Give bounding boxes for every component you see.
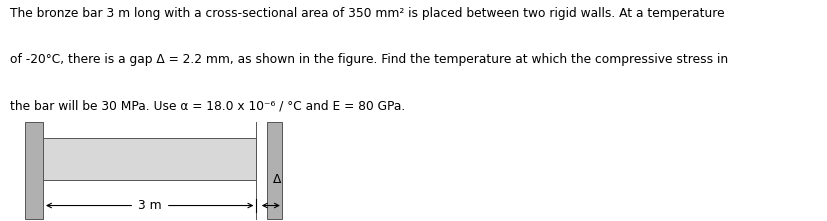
Bar (25, 122, 43, 219)
Text: 3 m: 3 m (138, 199, 161, 212)
Text: The bronze bar 3 m long with a cross-sectional area of 350 mm² is placed between: The bronze bar 3 m long with a cross-sec… (10, 7, 724, 20)
Bar (267, 122, 282, 219)
Text: of -20°C, there is a gap Δ = 2.2 mm, as shown in the figure. Find the temperatur: of -20°C, there is a gap Δ = 2.2 mm, as … (10, 53, 728, 66)
Bar (43, 138, 256, 180)
Text: the bar will be 30 MPa. Use α = 18.0 x 10⁻⁶ / °C and E = 80 GPa.: the bar will be 30 MPa. Use α = 18.0 x 1… (10, 99, 405, 112)
Text: Δ: Δ (273, 173, 281, 185)
